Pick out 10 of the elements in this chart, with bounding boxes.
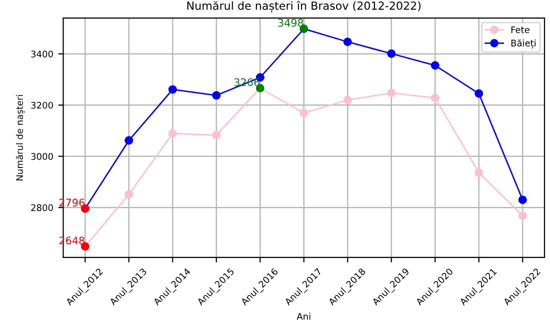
y-tick-label: 3400 — [31, 50, 53, 58]
y-tick-label: 2800 — [31, 204, 53, 212]
annotation: 3498 — [278, 18, 304, 27]
legend-label: Fete — [511, 26, 530, 34]
x-axis-title: Ani — [296, 312, 310, 320]
y-tick-label: 3200 — [31, 102, 53, 109]
chart-title: Numărul de nașteri în Brasov (2012-2022) — [187, 0, 421, 12]
y-axis-title: Numărul de nașteri — [16, 95, 25, 180]
legend-label: Băieți — [511, 39, 536, 48]
y-tick-label: 3000 — [31, 153, 53, 160]
